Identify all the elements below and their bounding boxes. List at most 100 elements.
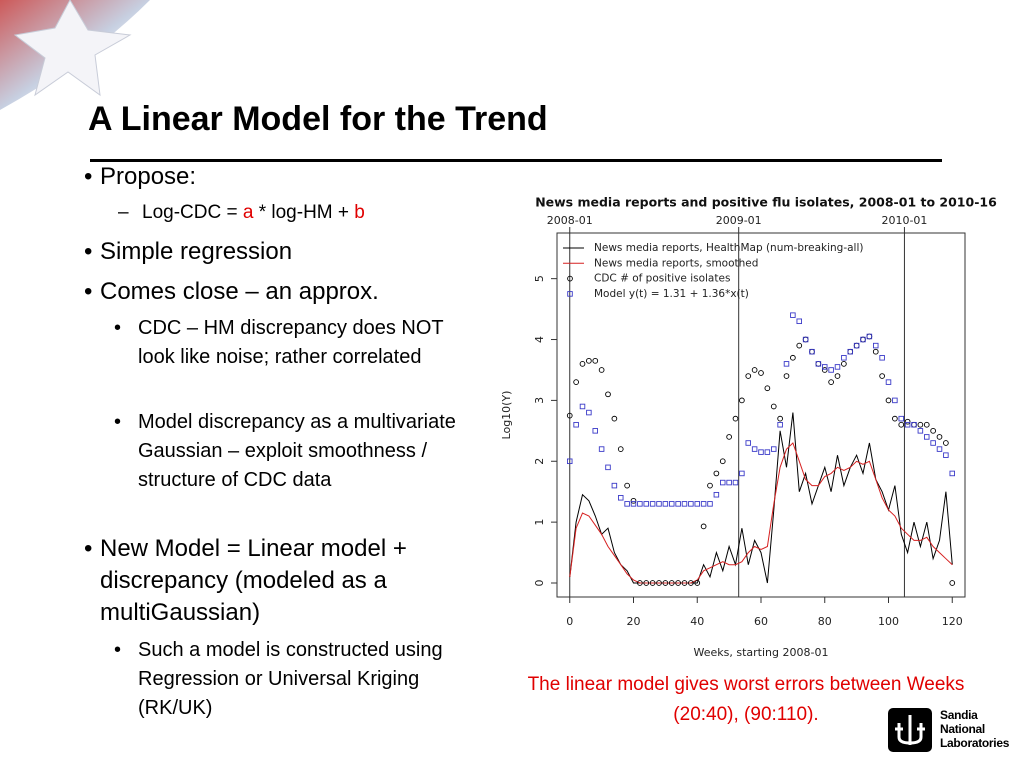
bullet: • Model discrepancy as a multivariate Gau… [114, 408, 498, 495]
data-point [866, 333, 873, 340]
data-point [656, 580, 662, 586]
data-point [764, 385, 771, 392]
legend-swatch [567, 275, 573, 282]
data-point [930, 427, 936, 434]
data-point [783, 373, 790, 379]
data-point [885, 379, 892, 385]
data-point [860, 336, 866, 343]
data-point [745, 373, 752, 379]
data-point [694, 580, 701, 586]
data-point [630, 497, 637, 504]
data-point [777, 421, 783, 428]
bullet-marker: • [114, 317, 122, 339]
data-point [770, 403, 777, 410]
bullet-text: Model discrepancy as a multivariate Gaus… [138, 411, 456, 491]
data-point [675, 501, 681, 507]
x-tick-label: 40 [690, 615, 704, 628]
slide-title: A Linear Model for the Trend [88, 100, 548, 138]
data-point [688, 501, 694, 507]
top-tick-label: 2010-01 [881, 214, 927, 227]
x-tick-label: 60 [754, 615, 768, 628]
data-point [885, 397, 892, 404]
data-point [700, 523, 707, 530]
data-point [911, 421, 917, 428]
bullet: • Comes close – an approx. [84, 276, 520, 308]
chart-title: News media reports and positive flu isol… [535, 195, 997, 210]
legend-entry: CDC # of positive isolates [594, 273, 730, 285]
data-point [904, 418, 911, 425]
data-point [694, 501, 701, 507]
logo-line: National [940, 722, 985, 736]
y-tick-label: 5 [533, 275, 546, 282]
data-point [605, 464, 611, 471]
bullet-marker: • [84, 278, 93, 305]
logo-mark [888, 708, 932, 752]
data-point [841, 355, 847, 361]
data-point [847, 348, 854, 355]
data-point [758, 449, 764, 455]
bullet: • Simple regression [84, 236, 520, 268]
data-point [758, 370, 764, 376]
data-point [796, 342, 803, 349]
bullet-text: Comes close – an approx. [100, 278, 379, 305]
bullet-text: Propose: [100, 163, 197, 190]
data-point [936, 434, 943, 440]
data-point [617, 446, 624, 452]
data-point [681, 501, 688, 507]
bullet: • CDC – HM discrepancy does NOT look like… [114, 314, 478, 372]
data-point [611, 415, 618, 422]
data-point [898, 415, 905, 422]
data-point [573, 421, 579, 428]
data-point [917, 428, 924, 434]
bullet: – Log-CDC = a * log-HM + b [118, 200, 522, 226]
data-point [598, 367, 605, 373]
data-point [732, 415, 739, 422]
data-point [841, 361, 847, 367]
data-point [630, 501, 637, 507]
data-point [592, 428, 599, 434]
data-point [618, 495, 624, 501]
x-axis-label: Weeks, starting 2008-01 [694, 646, 829, 659]
data-point [904, 421, 911, 428]
top-tick-label: 2008-01 [547, 214, 593, 227]
data-point [592, 357, 599, 364]
data-point [809, 348, 815, 355]
data-point [790, 354, 796, 361]
data-point [898, 421, 905, 428]
series-line [569, 442, 953, 584]
data-point [892, 397, 898, 404]
y-tick-label: 3 [533, 397, 546, 404]
data-point [649, 501, 656, 507]
data-point [637, 501, 643, 507]
data-point [567, 458, 573, 465]
caption: The linear model gives worst errors betw… [527, 674, 965, 725]
bullet-text: New Model = Linear model + discrepancy (… [100, 535, 407, 626]
bullet: • Propose: [84, 161, 520, 193]
bullet-text: Log-CDC = [142, 202, 243, 223]
data-point [669, 501, 675, 507]
data-point [796, 318, 803, 325]
data-point [815, 361, 822, 367]
data-point [815, 361, 822, 367]
data-point [879, 373, 885, 379]
legend-swatch [567, 291, 573, 297]
data-point [860, 336, 866, 343]
data-point [853, 342, 860, 349]
data-point [726, 479, 732, 486]
data-point [675, 580, 681, 586]
data-point [930, 440, 936, 446]
data-point [751, 446, 758, 452]
bullet-text: CDC – HM discrepancy does NOT look like … [138, 317, 444, 368]
data-point [598, 446, 605, 452]
logo-line: Sandia [940, 708, 978, 722]
bullet-marker: • [84, 535, 93, 562]
data-point [917, 421, 924, 428]
y-tick-label: 0 [533, 580, 546, 587]
logo-text: Sandia National Laboratories [940, 708, 1009, 750]
logo-line: Laboratories [940, 736, 1010, 750]
data-point [809, 348, 815, 355]
data-point [892, 415, 898, 422]
data-point [656, 501, 662, 507]
legend-entry: Model y(t) = 1.31 + 1.36*x(t) [594, 288, 749, 300]
data-point [783, 361, 790, 367]
